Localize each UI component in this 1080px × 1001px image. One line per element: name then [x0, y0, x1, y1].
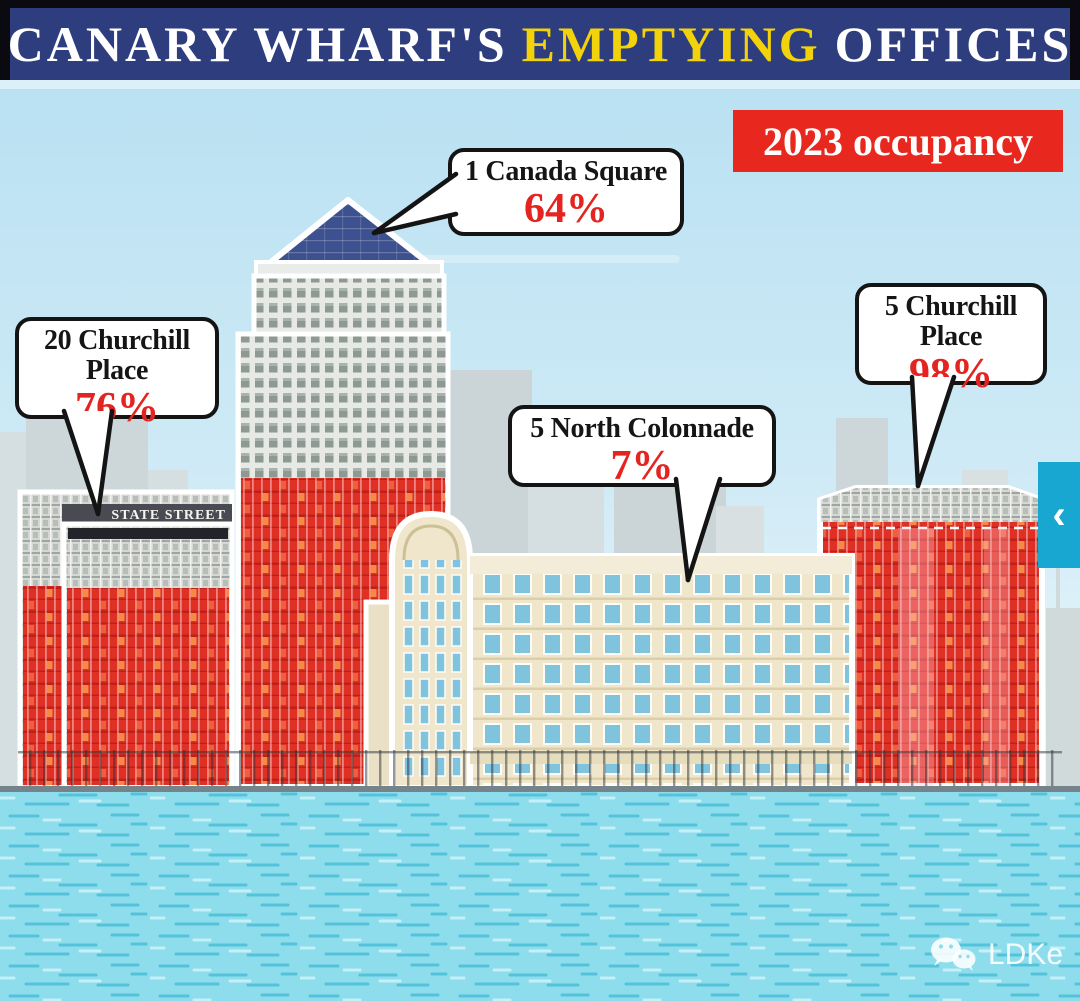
- building-state-street-front: [61, 521, 235, 789]
- cloud-streak: [420, 255, 680, 263]
- page-title: CANARY WHARF'S EMPTYING OFFICES: [7, 8, 1073, 80]
- cloud-streak: [0, 80, 1080, 89]
- building-5-north-colonnade: [363, 510, 855, 791]
- callout-value: 7%: [610, 443, 674, 489]
- waterfront-fence: [18, 750, 1062, 786]
- wechat-icon: [931, 937, 976, 971]
- callout-1-canada-square: 1 Canada Square 64%: [448, 148, 684, 236]
- callout-5-churchill-place: 5 Churchill Place 98%: [855, 283, 1047, 396]
- callout-5-north-colonnade: 5 North Colonnade 7%: [508, 405, 776, 489]
- title-suffix: OFFICES: [834, 16, 1073, 72]
- quay-edge: [0, 786, 1080, 792]
- callout-name: 5 Churchill: [884, 291, 1018, 322]
- title-bar: CANARY WHARF'S EMPTYING OFFICES: [0, 0, 1080, 80]
- callout-name-line2: Place: [85, 355, 149, 386]
- callout-name: 20 Churchill: [43, 325, 191, 356]
- title-prefix: CANARY WHARF'S: [7, 16, 508, 72]
- callout-20-churchill-place: 20 Churchill Place 76%: [15, 317, 219, 430]
- river-water: [0, 792, 1080, 1001]
- callout-name: 1 Canada Square: [465, 156, 667, 187]
- watermark-label: LDKe: [988, 938, 1064, 971]
- callout-value: 64%: [524, 186, 608, 232]
- occupancy-year-badge: 2023 occupancy: [733, 110, 1063, 172]
- title-highlight: EMPTYING: [521, 16, 821, 72]
- state-street-sign: STATE STREET: [111, 508, 226, 523]
- chevron-left-icon: ‹: [1052, 492, 1066, 537]
- watermark: LDKe: [928, 933, 1063, 977]
- callout-name-line2: Place: [919, 321, 983, 352]
- callout-value: 98%: [909, 351, 993, 397]
- collapse-panel-tab[interactable]: ‹: [1038, 462, 1080, 568]
- callout-value: 76%: [75, 385, 159, 431]
- callout-name: 5 North Colonnade: [530, 413, 754, 444]
